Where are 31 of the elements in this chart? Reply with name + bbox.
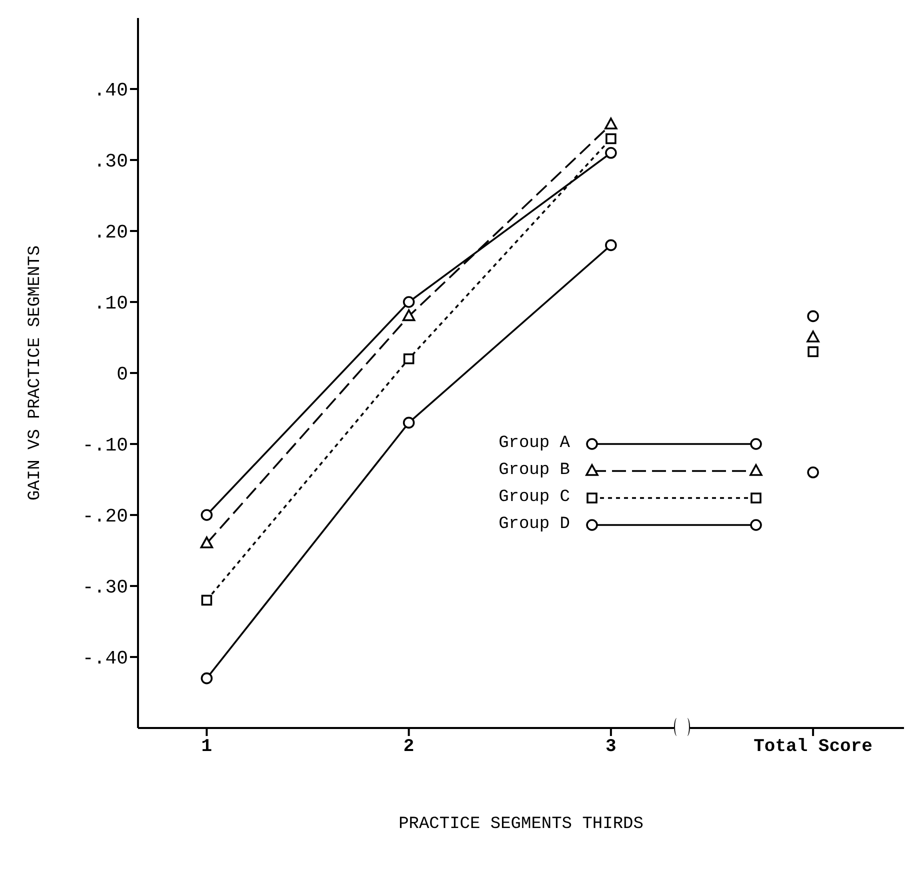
y-tick-label: .20 (94, 222, 128, 244)
x-tick-label: 3 (606, 736, 616, 757)
point (605, 147, 617, 159)
y-tick-label: .40 (94, 80, 128, 102)
y-tick-label: .10 (94, 292, 128, 315)
point (402, 296, 415, 308)
x-tick-label: Total Score (754, 736, 872, 757)
y-tick-label: -.10 (82, 434, 128, 457)
point (200, 672, 213, 684)
legend-label: Group D (498, 515, 570, 534)
legend-label: Group C (498, 488, 570, 507)
x-axis-title: PRACTICE SEGMENTS THIRDS (398, 815, 644, 834)
y-tick-label: -.20 (82, 506, 128, 528)
y-tick-label: .30 (94, 150, 128, 173)
y-tick-label: -.30 (82, 576, 128, 599)
point (201, 594, 212, 606)
x-tick-label: 2 (403, 736, 414, 757)
point (605, 239, 617, 252)
x-tick-label: 1 (201, 736, 212, 757)
legend-label: Group A (498, 434, 570, 453)
legend-label: Group B (498, 461, 570, 480)
point (403, 353, 414, 364)
point (604, 118, 618, 130)
point (200, 509, 213, 521)
point (402, 416, 415, 429)
point (200, 536, 214, 548)
point (606, 133, 616, 144)
point (402, 309, 416, 322)
y-tick-label: 0 (116, 364, 128, 386)
y-axis-title: GAIN VS PRACTICE SEGMENTS (26, 245, 46, 501)
y-tick-label: -.40 (82, 648, 128, 670)
